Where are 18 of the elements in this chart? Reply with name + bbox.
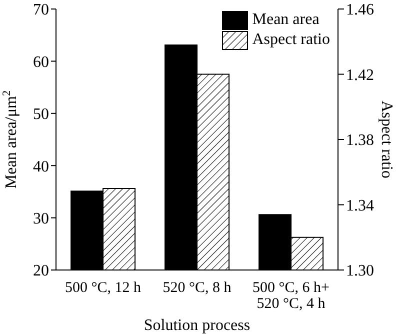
x-tick-label: 500 °C, 12 h [64,280,142,296]
y2-tick-label: 1.42 [346,66,374,84]
y2-axis-title: Aspect ratio [378,100,395,178]
y2-tick-label: 1.46 [346,2,374,19]
y2-tick-label: 1.38 [346,132,374,150]
y2-tick-label: 1.30 [346,262,374,280]
legend-label: Mean area [252,10,320,30]
y-tick-label: 70 [33,2,49,19]
x-axis-title: Solution process [144,317,250,334]
legend-label: Aspect ratio [252,30,330,50]
x-tick-label: 500 °C, 6 h+ 520 °C, 4 h [252,280,330,312]
y-tick-label: 20 [33,262,49,280]
y-tick-label: 60 [33,54,49,71]
y-tick-label: 50 [33,106,49,124]
y-tick-label: 30 [33,210,49,228]
x-tick-label: 520 °C, 8 h [162,280,232,296]
y2-tick-label: 1.34 [346,197,374,214]
y-tick-label: 40 [33,158,49,176]
